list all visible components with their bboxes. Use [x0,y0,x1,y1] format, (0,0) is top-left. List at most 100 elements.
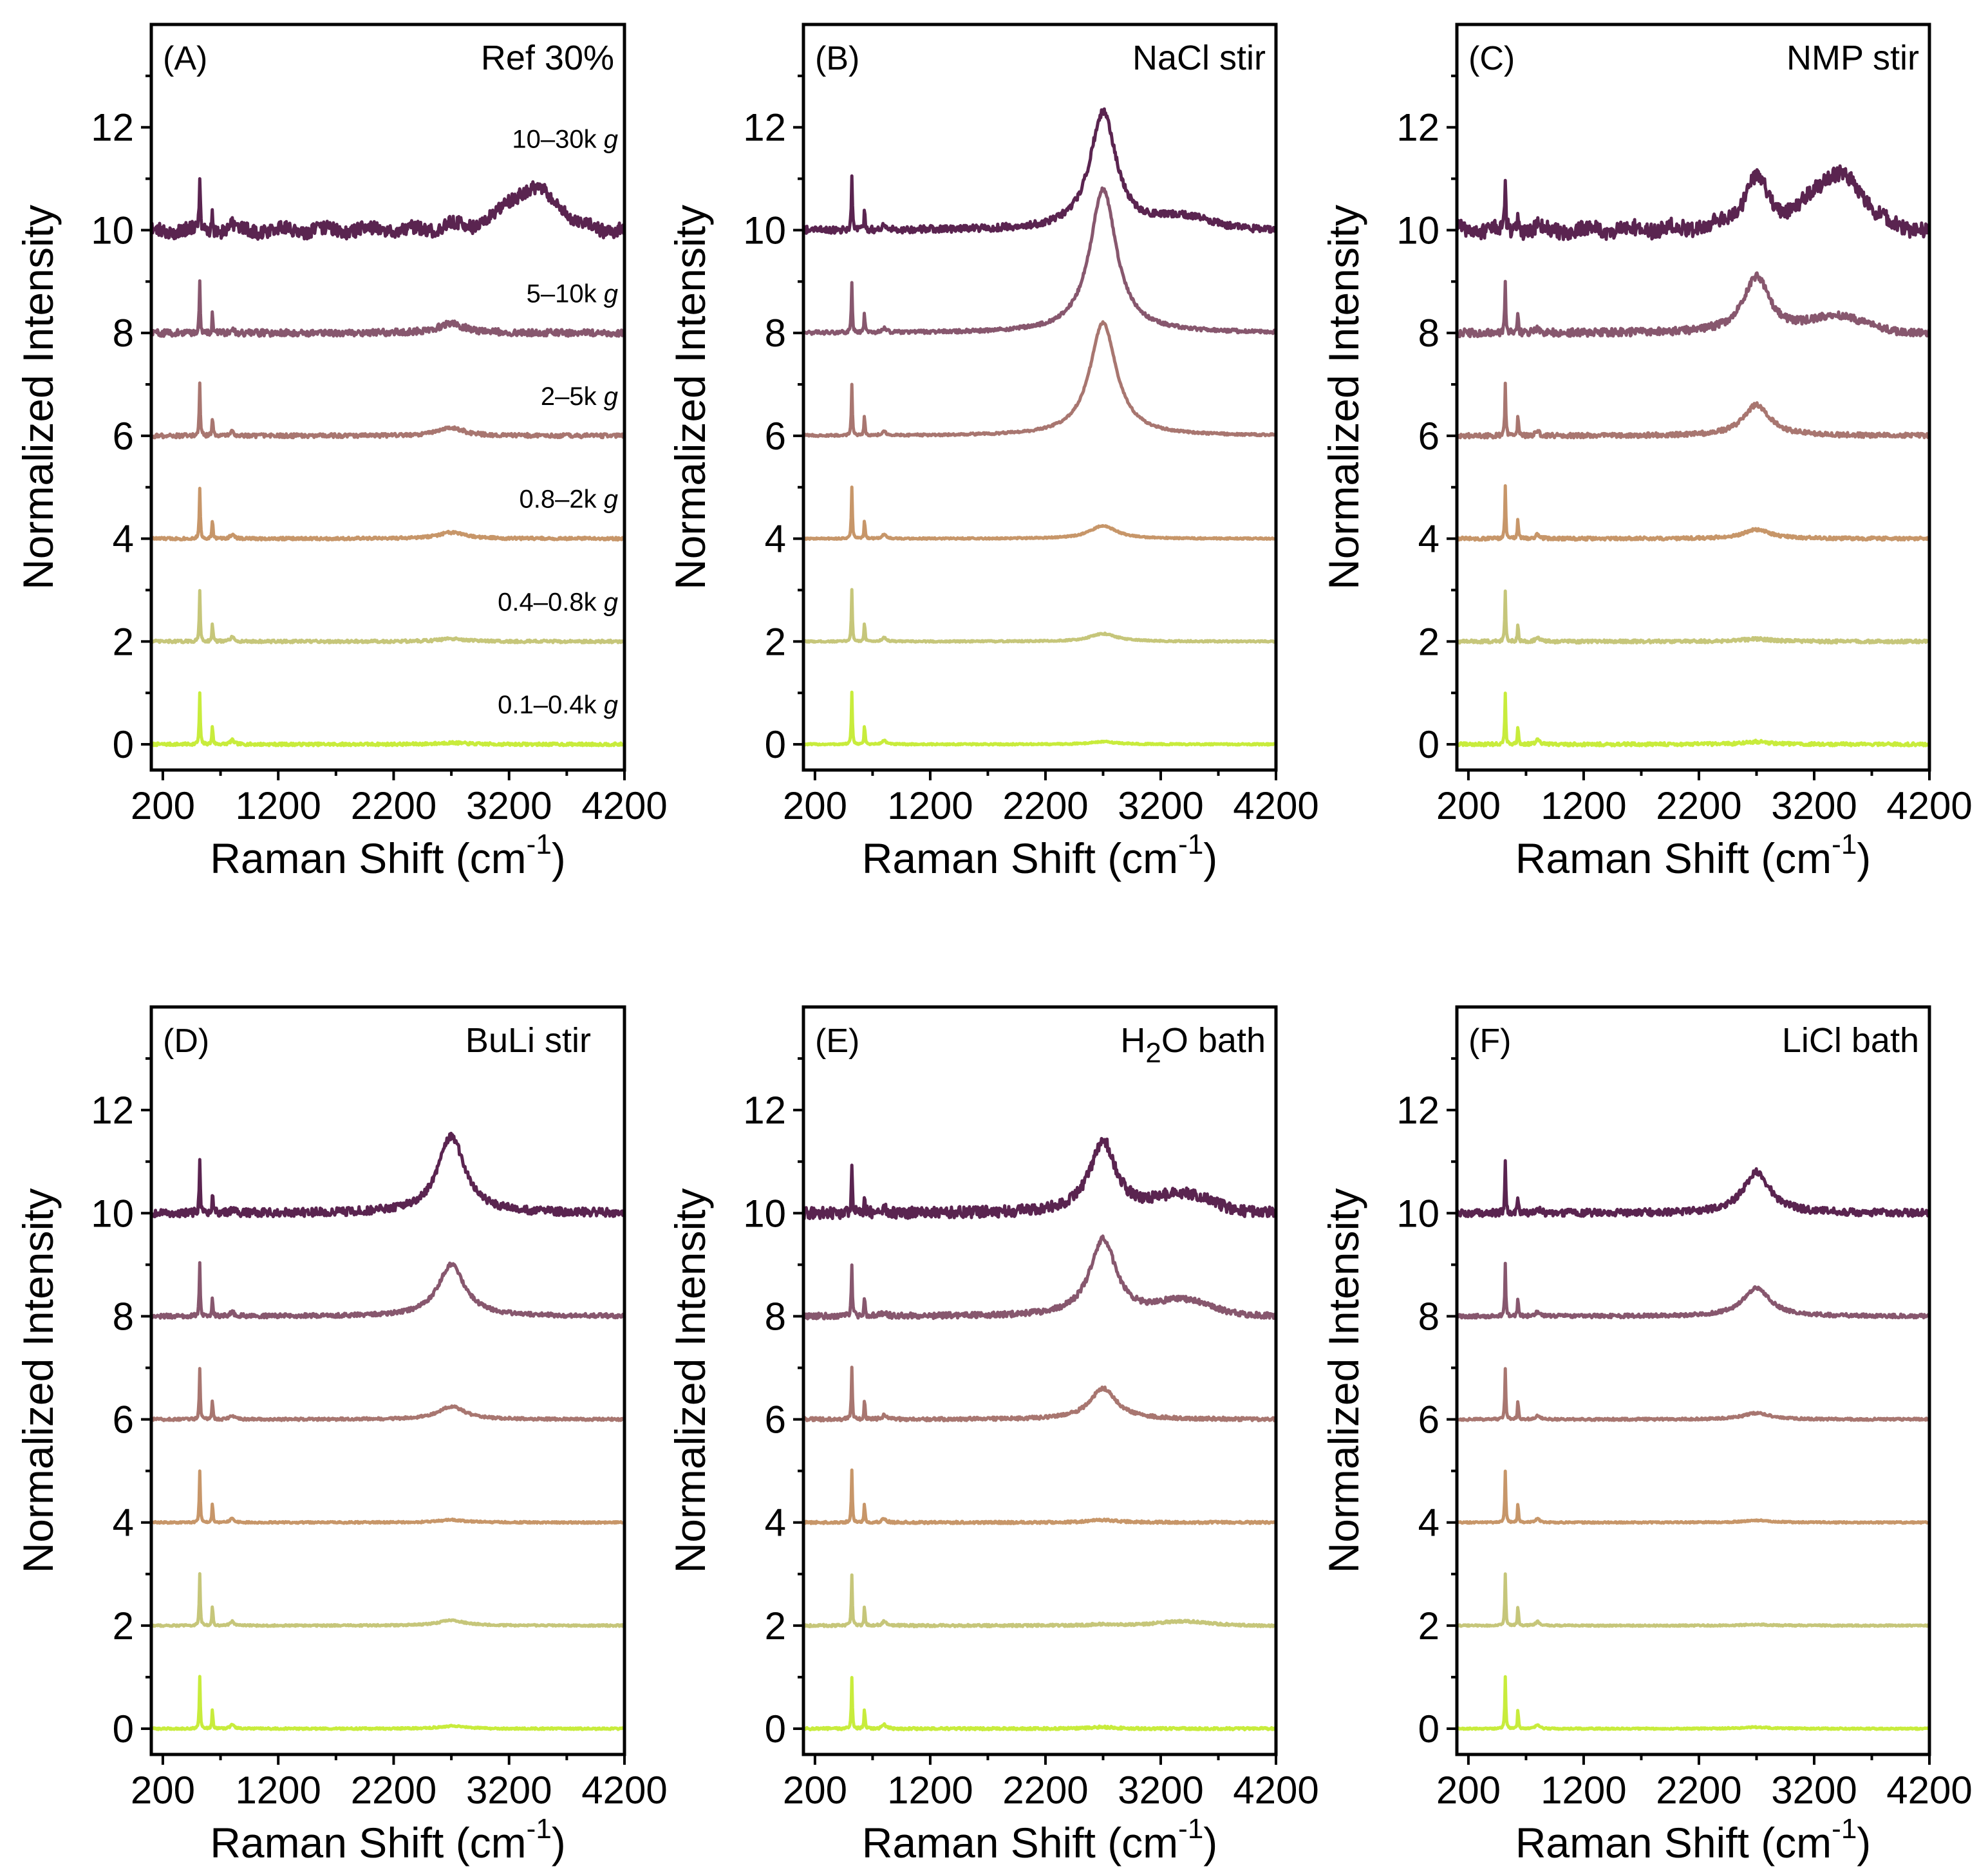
x-axis-title-text: Raman Shift (cm [862,834,1178,882]
panel-title-part: O bath [1161,1021,1266,1060]
y-tick-label: 8 [113,312,134,355]
x-axis-title-text: Raman Shift (cm [210,834,526,882]
series-label: 0.4–0.8k g [498,588,618,616]
y-tick-label: 12 [1396,106,1439,149]
spectrum-line [1455,164,1931,241]
y-axis-title: Normalized Intensity [666,205,714,590]
y-tick-label: 12 [91,1089,134,1132]
x-axis-title-text: Raman Shift (cm [1515,1819,1832,1866]
panel-title-part: H [1120,1021,1145,1060]
y-tick-label: 10 [1396,1192,1439,1235]
x-tick-label: 4200 [1886,1769,1972,1812]
x-tick-label: 2200 [1656,784,1741,827]
panel-letter: (C) [1468,40,1515,77]
spectrum-line [1455,1572,1931,1628]
x-tick-label: 4200 [1233,784,1318,827]
y-tick-label: 0 [1418,1707,1439,1751]
spectrum-line [149,588,626,644]
y-axis-title: Normalized Intensity [14,205,62,590]
series-label-unit: g [604,382,618,411]
spectrum-line [1455,1159,1931,1218]
y-tick-label: 8 [1418,312,1439,355]
series-label: 2–5k g [541,382,618,411]
y-tick-label: 6 [113,415,134,458]
y-tick-label: 4 [765,1501,786,1545]
y-tick-label: 0 [765,723,786,766]
y-axis-title: Normalized Intensity [1320,1189,1367,1574]
x-axis-title-superscript: -1 [1178,829,1203,860]
spectrum-line [802,1573,1278,1628]
y-tick-label: 4 [113,1501,134,1545]
spectrum-line [149,487,626,542]
x-tick-label: 3200 [466,784,552,827]
y-tick-label: 12 [743,1089,786,1132]
plot-frame [1455,23,1931,772]
y-tick-label: 6 [1418,415,1439,458]
spectra [1455,1159,1931,1731]
spectrum-line [149,177,626,241]
y-tick-label: 10 [743,209,786,252]
panel-a: 200 1200 2200 3200 4200 0 2 4 6 8 10 12 Normalized I… [14,23,668,882]
x-axis-title: Raman Shift (cm-1) [210,829,566,882]
y-tick-label: 8 [765,312,786,355]
series-label-unit: g [604,691,618,719]
plot-frame [149,23,626,772]
spectrum-line [1455,381,1931,440]
x-axis-title: Raman Shift (cm-1) [862,1813,1218,1866]
spectrum-line [1455,1469,1931,1525]
y-tick-label: 0 [1418,723,1439,766]
spectrum-line [802,1234,1278,1321]
y-tick-label: 6 [765,1398,786,1442]
x-axis-title: Raman Shift (cm-1) [1515,829,1871,882]
spectrum-line [802,186,1278,336]
x-axis-title: Raman Shift (cm-1) [862,829,1218,882]
series-label-text: 10–30k [512,126,603,154]
y-tick-label: 8 [113,1295,134,1338]
panel-title: NaCl stir [1132,39,1266,77]
y-tick-label: 4 [1418,1501,1439,1545]
series-label-text: 2–5k [541,382,604,411]
panel-letter: (F) [1468,1022,1511,1060]
x-tick-label: 1200 [887,784,973,827]
spectrum-line [149,1675,626,1731]
y-tick-label: 2 [765,620,786,663]
panel-title: BuLi stir [465,1021,591,1060]
y-tick-label: 12 [91,106,134,149]
x-tick-label: 1200 [235,1769,321,1812]
series-label: 0.1–0.4k g [498,691,618,719]
x-tick-label: 4200 [581,784,667,827]
y-axis-title: Normalized Intensity [1320,205,1367,590]
spectra [802,1136,1278,1732]
x-tick-label: 200 [1436,1769,1501,1812]
panel-f: 200 1200 2200 3200 4200 0 2 4 6 8 10 12 Normalized I… [1320,1005,1973,1866]
x-tick-label: 200 [1436,784,1501,827]
panel-letter: (A) [163,40,207,77]
x-axis-title-text: Raman Shift (cm [862,1819,1178,1866]
plot-frame [802,23,1278,772]
x-axis-title-close: ) [1203,834,1217,882]
spectrum-line [1455,1367,1931,1422]
x-tick-label: 1200 [235,784,321,827]
series-label-unit: g [604,126,618,154]
y-tick-label: 0 [113,1707,134,1751]
spectrum-line [802,485,1278,541]
spectrum-line [802,1136,1278,1221]
plot-frame [149,1005,626,1756]
y-tick-label: 12 [1396,1089,1439,1132]
spectrum-line [802,690,1278,747]
y-tick-label: 10 [91,1192,134,1235]
series-label-unit: g [604,279,618,308]
x-tick-label: 4200 [1233,1769,1318,1812]
y-tick-label: 0 [765,1707,786,1751]
x-axis-title-superscript: -1 [1832,1813,1857,1845]
spectra [149,177,626,747]
y-tick-label: 6 [765,415,786,458]
panel-d: 200 1200 2200 3200 4200 0 2 4 6 8 10 12 Normalized I… [14,1005,668,1866]
plot-frame [1455,1005,1931,1756]
y-tick-label: 4 [1418,518,1439,561]
x-tick-label: 3200 [1771,784,1857,827]
panel-title: Ref 30% [481,39,614,77]
x-tick-label: 2200 [1002,1769,1088,1812]
x-axis-title-close: ) [1857,834,1871,882]
